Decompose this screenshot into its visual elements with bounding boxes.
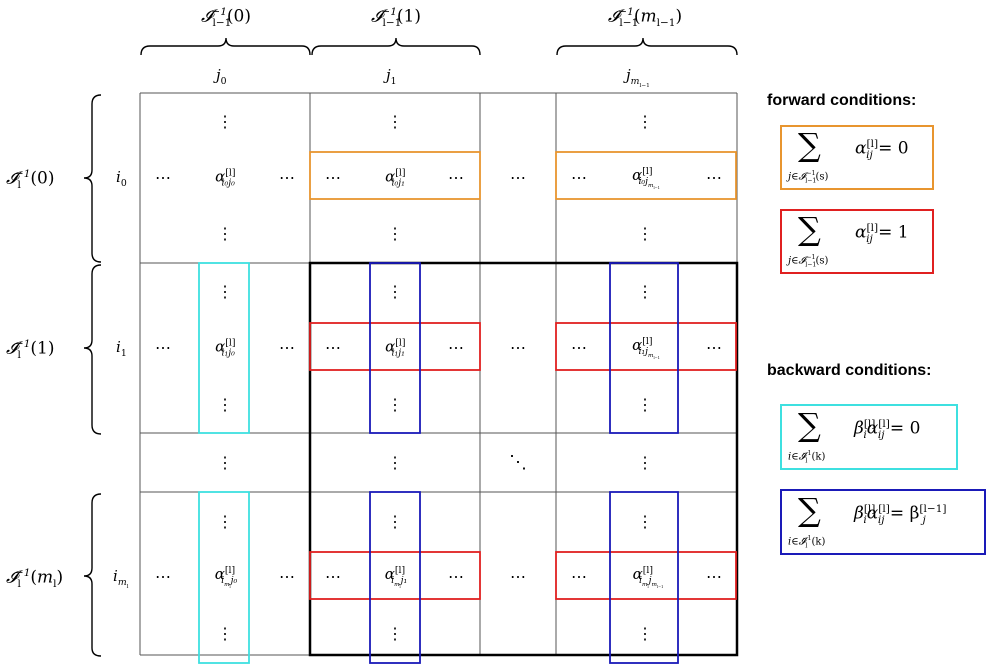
sum-body: β[l]iα[l]ij = β[l−1]j: [854, 503, 947, 527]
cell-alpha-i0-j0: α[l]i₀j₀: [215, 167, 236, 189]
sum-index: i∈𝓘l−1(k): [788, 535, 826, 550]
vdots: ⋮: [637, 453, 653, 472]
row-label-im: iml: [113, 567, 129, 590]
hdots: ⋯: [155, 567, 171, 586]
sum-body: α[l]ij = 0: [855, 138, 909, 162]
hdots: ⋯: [510, 567, 526, 586]
cell-alpha-i1-j1: α[l]i₁j₁: [385, 337, 406, 359]
sum-index: i∈𝓘l−1(k): [788, 450, 826, 465]
vdots: ⋮: [637, 224, 653, 243]
sum-sign: ∑: [798, 210, 821, 248]
column-label-jm: jml−1: [626, 66, 650, 89]
vdots: ⋮: [217, 224, 233, 243]
cell-alpha-im-j1: α[l]imlj₁: [384, 565, 408, 589]
hdots: ⋯: [448, 338, 464, 357]
vdots: ⋮: [637, 512, 653, 531]
vdots: ⋮: [387, 282, 403, 301]
hdots: ⋯: [279, 168, 295, 187]
hdots: ⋯: [448, 168, 464, 187]
sum-sign: ∑: [798, 126, 821, 164]
vdots: ⋮: [217, 453, 233, 472]
row-group-2-label: 𝓘l−1((mml): [6, 567, 64, 591]
column-group-2-label: 𝓘l−1−1((mml−1): [607, 6, 683, 30]
sum-body: α[l]ij = 1: [855, 222, 909, 246]
hdots: ⋯: [510, 168, 526, 187]
cell-alpha-i0-jm: α[l]i₀jml−1: [632, 166, 660, 190]
hdots: ⋯: [448, 567, 464, 586]
sum-index: j∈𝓘l−1−1(s): [788, 170, 829, 185]
sum-sign: ∑: [798, 491, 821, 529]
row-group-0-label: 𝓘l−1(0): [6, 168, 55, 192]
row-label-i0: i0: [116, 168, 127, 189]
vdots: ⋮: [217, 512, 233, 531]
hdots: ⋯: [279, 338, 295, 357]
forward-conditions-heading: forward conditions:: [767, 92, 917, 109]
forward-condition-sum-zero: ∑ j∈𝓘l−1−1(s) α[l]ij = 0: [780, 125, 934, 190]
backward-condition-sum-zero: ∑ i∈𝓘l−1(k) β[l]iα[l]ij = 0: [780, 404, 958, 470]
cell-alpha-i0-j1: α[l]i₀j₁: [385, 167, 406, 189]
backward-condition-sum-beta: ∑ i∈𝓘l−1(k) β[l]iα[l]ij = β[l−1]j: [780, 489, 986, 555]
ddots: ⋱: [509, 452, 527, 473]
hdots: ⋯: [571, 338, 587, 357]
hdots: ⋯: [279, 567, 295, 586]
column-group-0-label: 𝓘l−1−1(0): [200, 6, 252, 30]
hdots: ⋯: [706, 567, 722, 586]
vdots: ⋮: [387, 112, 403, 131]
cell-alpha-im-j0: α[l]imlj₀: [214, 565, 238, 589]
hdots: ⋯: [510, 338, 526, 357]
sum-index: j∈𝓘l−1−1(s): [788, 254, 829, 269]
hdots: ⋯: [325, 168, 341, 187]
vdots: ⋮: [637, 624, 653, 643]
column-group-1-label: 𝓘l−1−1(1): [370, 6, 422, 30]
column-label-j1: j1: [386, 66, 397, 87]
hdots: ⋯: [325, 567, 341, 586]
vdots: ⋮: [217, 395, 233, 414]
cell-alpha-im-jm: α[l]imljml−1: [632, 565, 664, 589]
sum-body: β[l]iα[l]ij = 0: [854, 418, 921, 442]
backward-conditions-heading: backward conditions:: [767, 362, 932, 379]
cell-alpha-i1-jm: α[l]i₁jml−1: [632, 336, 660, 360]
vdots: ⋮: [637, 282, 653, 301]
vdots: ⋮: [637, 112, 653, 131]
column-label-j0: j0: [216, 66, 227, 87]
vdots: ⋮: [387, 624, 403, 643]
hdots: ⋯: [706, 338, 722, 357]
vdots: ⋮: [387, 395, 403, 414]
vdots: ⋮: [387, 224, 403, 243]
hdots: ⋯: [155, 168, 171, 187]
hdots: ⋯: [706, 168, 722, 187]
hdots: ⋯: [571, 168, 587, 187]
forward-condition-sum-one: ∑ j∈𝓘l−1−1(s) α[l]ij = 1: [780, 209, 934, 274]
vdots: ⋮: [217, 624, 233, 643]
vdots: ⋮: [217, 282, 233, 301]
hdots: ⋯: [571, 567, 587, 586]
cell-alpha-i1-j0: α[l]i₁j₀: [215, 337, 236, 359]
row-group-1-label: 𝓘l−1(1): [6, 338, 55, 362]
vdots: ⋮: [637, 395, 653, 414]
vdots: ⋮: [217, 112, 233, 131]
vdots: ⋮: [387, 512, 403, 531]
vdots: ⋮: [387, 453, 403, 472]
row-label-i1: i1: [116, 338, 127, 359]
hdots: ⋯: [155, 338, 171, 357]
hdots: ⋯: [325, 338, 341, 357]
sum-sign: ∑: [798, 406, 821, 444]
